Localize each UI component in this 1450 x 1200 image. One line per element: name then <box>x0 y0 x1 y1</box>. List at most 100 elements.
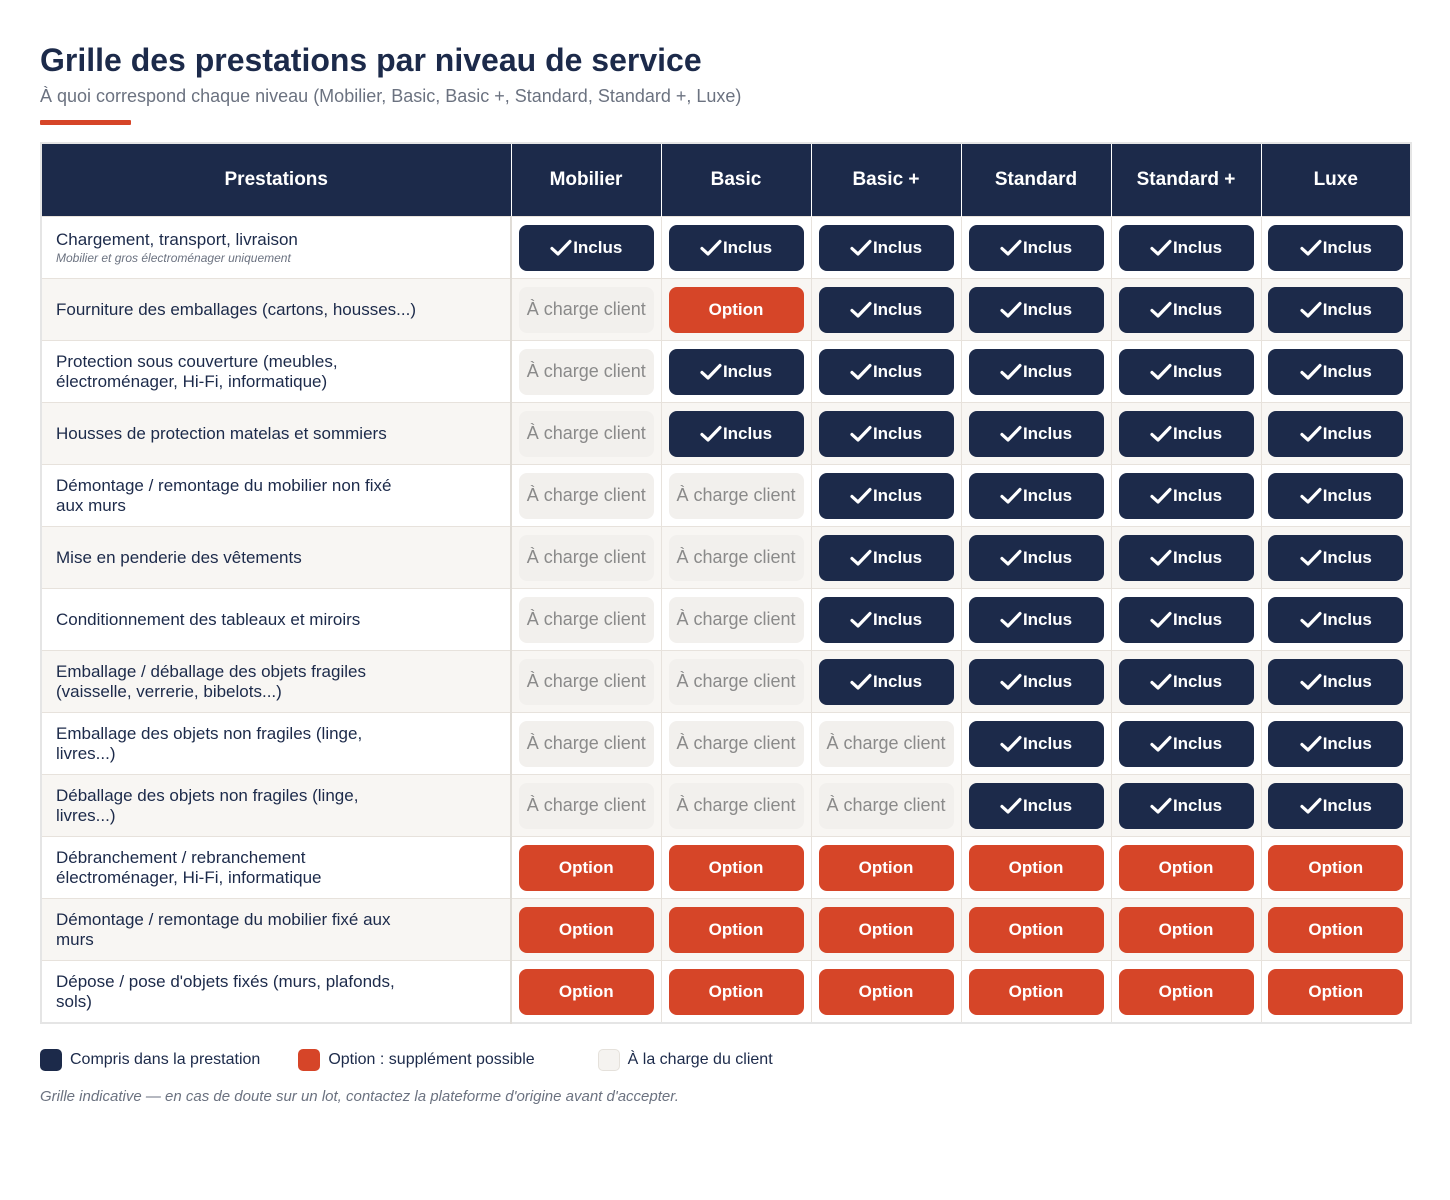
option-badge: Option <box>668 286 804 333</box>
option-badge: Option <box>668 844 804 891</box>
badge-label: Option <box>1158 981 1214 1001</box>
badge-label: À charge client <box>526 671 646 691</box>
footnote: Grille indicative — en cas de doute sur … <box>40 1088 679 1105</box>
badge-label: À charge client <box>526 299 646 319</box>
table-row: Protection sous couverture (meubles, éle… <box>41 340 1411 403</box>
inclus-badge: Inclus <box>968 596 1104 643</box>
badge-label: Option <box>708 857 764 877</box>
value-cell: Option <box>1260 960 1411 1023</box>
check-icon <box>1000 611 1022 628</box>
value-cell: Inclus <box>660 402 811 465</box>
inclus-badge: Inclus <box>818 596 954 643</box>
table-row: Emballage / déballage des objets fragile… <box>41 650 1411 713</box>
prestation-label-cell: Démontage / remontage du mobilier fixé a… <box>41 898 512 961</box>
inclus-badge: Inclus <box>818 658 954 705</box>
badge-label: À charge client <box>526 423 646 443</box>
client-badge: À charge client <box>818 720 954 767</box>
check-icon <box>1150 549 1172 566</box>
inclus-badge: Inclus <box>1268 596 1404 643</box>
value-cell: Option <box>1110 960 1261 1023</box>
inclus-badge: Inclus <box>1268 224 1404 271</box>
option-badge: Option <box>968 968 1104 1015</box>
option-badge: Option <box>1118 968 1254 1015</box>
value-cell: Option <box>510 960 661 1023</box>
badge-label: Inclus <box>872 361 923 381</box>
value-cell: Option <box>960 898 1111 961</box>
value-cell: À charge client <box>510 402 661 465</box>
client-badge: À charge client <box>518 658 654 705</box>
value-cell: À charge client <box>660 774 811 837</box>
badge-label: Inclus <box>1322 361 1372 381</box>
badge-label: Inclus <box>722 361 773 381</box>
prestation-label: Chargement, transport, livraison <box>56 230 298 249</box>
check-icon <box>1300 363 1322 380</box>
inclus-badge: Inclus <box>818 286 954 333</box>
check-icon <box>1150 239 1172 256</box>
value-cell: À charge client <box>660 464 811 527</box>
check-icon <box>1150 301 1172 318</box>
badge-label: Option <box>1008 857 1064 877</box>
option-badge: Option <box>518 844 654 891</box>
value-cell: À charge client <box>810 712 961 775</box>
check-icon <box>1150 735 1172 752</box>
client-badge: À charge client <box>518 720 654 767</box>
badge-label: Inclus <box>1172 361 1223 381</box>
check-icon <box>1150 363 1172 380</box>
badge-label: Inclus <box>722 423 773 443</box>
value-cell: Option <box>1110 898 1261 961</box>
check-icon <box>1300 611 1322 628</box>
value-cell: À charge client <box>510 526 661 589</box>
badge-label: Option <box>708 919 764 939</box>
badge-label: Inclus <box>722 237 773 257</box>
inclus-badge: Inclus <box>818 472 954 519</box>
prestation-label-cell: Mise en penderie des vêtements <box>41 526 512 589</box>
table-row: Housses de protection matelas et sommier… <box>41 402 1411 465</box>
check-icon <box>850 239 872 256</box>
prestation-label: Housses de protection matelas et sommier… <box>56 423 387 443</box>
client-badge: À charge client <box>518 782 654 829</box>
badge-label: Inclus <box>872 547 923 567</box>
check-icon <box>1150 487 1172 504</box>
legend-label-inclus: Compris dans la prestation <box>70 1051 261 1068</box>
value-cell: Option <box>660 960 811 1023</box>
check-icon <box>1000 301 1022 318</box>
inclus-badge: Inclus <box>818 348 954 395</box>
table-row: Débranchement / rebranchement électromén… <box>41 836 1411 899</box>
value-cell: Inclus <box>960 588 1111 651</box>
badge-label: À charge client <box>676 485 796 505</box>
value-cell: Inclus <box>1110 464 1261 527</box>
badge-label: Option <box>1008 919 1064 939</box>
badge-label: Option <box>1308 981 1364 1001</box>
option-badge: Option <box>968 906 1104 953</box>
prestation-label: Emballage / déballage des objets fragile… <box>56 661 366 701</box>
legend: Compris dans la prestation Option : supp… <box>40 1048 1410 1072</box>
check-icon <box>1150 611 1172 628</box>
client-badge: À charge client <box>668 720 804 767</box>
value-cell: Inclus <box>960 464 1111 527</box>
inclus-badge: Inclus <box>1118 286 1254 333</box>
check-icon <box>1000 425 1022 442</box>
inclus-badge: Inclus <box>1268 348 1404 395</box>
badge-label: Inclus <box>1172 733 1223 753</box>
prestation-label-cell: Conditionnement des tableaux et miroirs <box>41 588 512 651</box>
page-title: Grille des prestations par niveau de ser… <box>40 42 702 78</box>
value-cell: Inclus <box>960 712 1111 775</box>
accent-bar <box>40 120 131 125</box>
badge-label: À charge client <box>526 361 646 381</box>
value-cell: Inclus <box>1110 774 1261 837</box>
value-cell: Inclus <box>1110 588 1261 651</box>
value-cell: À charge client <box>660 650 811 713</box>
badge-label: Inclus <box>872 423 923 443</box>
badge-label: Option <box>558 919 614 939</box>
badge-label: Inclus <box>573 237 623 257</box>
badge-label: Inclus <box>1322 547 1372 567</box>
value-cell: Option <box>960 960 1111 1023</box>
client-badge: À charge client <box>518 410 654 457</box>
inclus-badge: Inclus <box>518 224 654 271</box>
table-row: Conditionnement des tableaux et miroirs À… <box>41 588 1411 651</box>
client-badge: À charge client <box>518 348 654 395</box>
check-icon <box>850 487 872 504</box>
prestation-label: Protection sous couverture (meubles, éle… <box>56 351 338 391</box>
inclus-badge: Inclus <box>1118 596 1254 643</box>
check-icon <box>1300 673 1322 690</box>
